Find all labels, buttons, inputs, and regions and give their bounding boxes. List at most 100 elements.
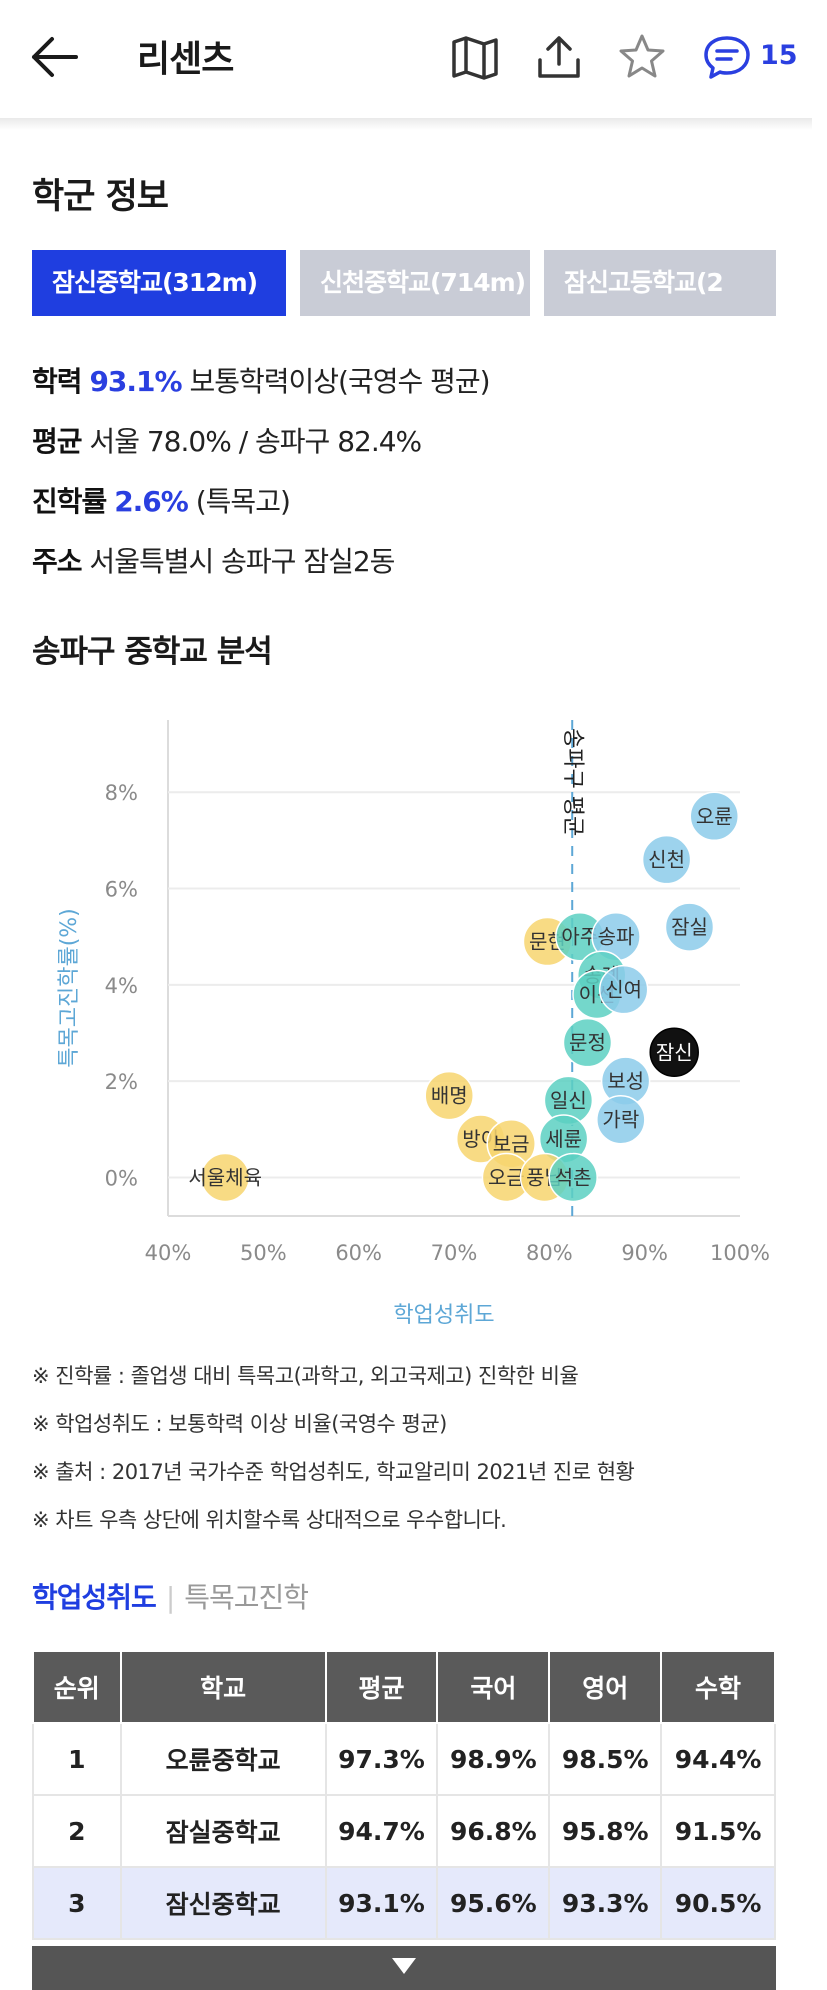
- col-header-school: 학교: [119, 1650, 327, 1724]
- info-achievement-key: 학력: [32, 365, 83, 398]
- cell-english: 95.8%: [548, 1794, 663, 1868]
- header-shadow: [0, 118, 812, 130]
- star-icon[interactable]: [615, 30, 669, 84]
- page-title: 리센츠: [137, 39, 234, 80]
- app-header: 리센츠 15: [0, 0, 827, 118]
- data-point: [596, 1094, 646, 1145]
- data-point-label: 보금: [493, 1132, 530, 1156]
- table-row-highlighted[interactable]: 3 잠신중학교 93.1% 95.6% 93.3% 90.5%: [32, 1866, 776, 1940]
- comment-count[interactable]: 15: [760, 40, 798, 71]
- col-header-average: 평균: [324, 1650, 439, 1724]
- y-axis-title: 특목고진학률(%): [57, 908, 82, 1068]
- cell-math: 91.5%: [660, 1794, 776, 1868]
- scatter-chart: 0% 2% 4% 6% 8% 40% 50% 60% 70% 80% 90% 100% 학업성취도 특목고…: [57, 720, 770, 1328]
- x-tick-label: 40%: [145, 1241, 192, 1265]
- x-tick-label: 60%: [335, 1241, 382, 1265]
- data-point-label: 일신: [550, 1088, 587, 1112]
- data-point-label: 송파: [598, 925, 635, 949]
- data-point-label: 서울체육: [188, 1165, 262, 1189]
- note-3: ※ 출처 : 2017년 국가수준 학업성취도, 학교알리미 2021년 진로 …: [32, 1460, 635, 1484]
- table-header-row: 순위 학교 평균 국어 영어 수학: [32, 1650, 776, 1724]
- analysis-title: 송파구 중학교 분석: [32, 634, 273, 670]
- cell-english: 93.3%: [548, 1866, 663, 1940]
- info-advancement-value: 2.6%: [114, 485, 189, 518]
- info-achievement-suffix: 보통학력이상(국영수 평균): [181, 365, 490, 398]
- info-address-value: 서울특별시 송파구 잠실2동: [81, 545, 395, 578]
- cell-math: 90.5%: [660, 1866, 776, 1940]
- x-tick-label: 100%: [710, 1241, 770, 1265]
- cell-rank: 3: [32, 1866, 122, 1940]
- data-point: [641, 834, 692, 885]
- x-tick-label: 90%: [621, 1241, 668, 1265]
- tab-school-1[interactable]: 잠신중학교(312m): [32, 250, 286, 316]
- data-point: [649, 1027, 699, 1078]
- subtab-special-high[interactable]: 특목고진학: [184, 1581, 309, 1614]
- col-header-math: 수학: [660, 1650, 776, 1724]
- subtab-divider: |: [165, 1581, 175, 1614]
- reference-line-label: 송파구 평균: [560, 728, 585, 836]
- data-point-label: 석촌: [555, 1165, 592, 1189]
- cell-school: 오륜중학교: [119, 1722, 327, 1796]
- y-tick-label: 8%: [105, 781, 138, 805]
- data-point: [598, 964, 649, 1015]
- cell-school: 잠실중학교: [119, 1794, 327, 1868]
- x-tick-label: 70%: [431, 1241, 478, 1265]
- info-advancement: 진학률 2.6% (특목고): [32, 480, 291, 520]
- data-point-label: 잠신: [656, 1040, 693, 1064]
- cell-rank: 1: [32, 1722, 122, 1796]
- note-4: ※ 차트 우측 상단에 위치할수록 상대적으로 우수합니다.: [32, 1508, 507, 1532]
- cell-average: 93.1%: [324, 1866, 439, 1940]
- cell-average: 97.3%: [324, 1722, 439, 1796]
- info-achievement-value: 93.1%: [89, 365, 182, 398]
- data-point: [562, 1017, 613, 1068]
- cell-english: 98.5%: [548, 1722, 663, 1796]
- data-point: [689, 791, 740, 842]
- data-point-label: 배명: [431, 1084, 468, 1108]
- cell-math: 94.4%: [660, 1722, 776, 1796]
- subtab-achievement[interactable]: 학업성취도: [32, 1581, 157, 1614]
- col-header-korean: 국어: [436, 1650, 551, 1724]
- data-point-label: 가락: [602, 1108, 639, 1132]
- info-average-key: 평균: [32, 425, 83, 458]
- note-1: ※ 진학률 : 졸업생 대비 특목고(과학고, 외고국제고) 진학한 비율: [32, 1364, 579, 1388]
- data-point: [664, 902, 715, 952]
- x-axis-title: 학업성취도: [393, 1303, 494, 1328]
- cell-average: 94.7%: [324, 1794, 439, 1868]
- y-tick-label: 2%: [105, 1070, 138, 1094]
- data-point-label: 오륜: [696, 804, 733, 828]
- data-point: [548, 1152, 598, 1203]
- map-icon[interactable]: [448, 30, 502, 84]
- expand-table-button[interactable]: [32, 1946, 776, 1990]
- y-tick-label: 0%: [105, 1166, 138, 1190]
- school-section-title: 학군 정보: [32, 177, 169, 217]
- cell-korean: 95.6%: [436, 1866, 551, 1940]
- info-average: 평균 서울 78.0% / 송파구 82.4%: [32, 420, 422, 460]
- data-point-label: 신여: [605, 978, 642, 1002]
- y-tick-label: 6%: [105, 878, 138, 902]
- x-tick-label: 50%: [240, 1241, 287, 1265]
- note-2: ※ 학업성취도 : 보통학력 이상 비율(국영수 평균): [32, 1412, 447, 1436]
- info-address: 주소 서울특별시 송파구 잠실2동: [32, 540, 395, 580]
- table-row[interactable]: 2 잠실중학교 94.7% 96.8% 95.8% 91.5%: [32, 1794, 776, 1868]
- cell-korean: 96.8%: [436, 1794, 551, 1868]
- share-icon[interactable]: [532, 30, 586, 84]
- data-point-label: 세륜: [545, 1127, 582, 1151]
- data-point: [424, 1070, 474, 1121]
- comment-icon[interactable]: [700, 30, 754, 84]
- tab-school-3[interactable]: 잠신고등학교(2: [544, 250, 776, 316]
- data-point-label: 신천: [648, 848, 685, 872]
- data-point-label: 보성: [607, 1069, 644, 1093]
- school-tabs: 잠신중학교(312m) 신천중학교(714m) 잠신고등학교(2: [32, 250, 776, 316]
- tab-school-2[interactable]: 신천중학교(714m): [300, 250, 530, 316]
- table-row[interactable]: 1 오륜중학교 97.3% 98.9% 98.5% 94.4%: [32, 1722, 776, 1796]
- info-advancement-suffix: (특목고): [187, 485, 291, 518]
- chevron-down-icon: [392, 1958, 416, 1974]
- back-arrow-icon[interactable]: [28, 34, 80, 80]
- info-advancement-key: 진학률: [32, 485, 107, 518]
- info-address-key: 주소: [32, 545, 83, 578]
- info-average-value: 서울 78.0% / 송파구 82.4%: [81, 425, 422, 458]
- ranking-subtabs: 학업성취도 | 특목고진학: [32, 1576, 309, 1616]
- col-header-english: 영어: [548, 1650, 663, 1724]
- data-point: [200, 1152, 250, 1203]
- data-point-label: 문정: [569, 1031, 606, 1055]
